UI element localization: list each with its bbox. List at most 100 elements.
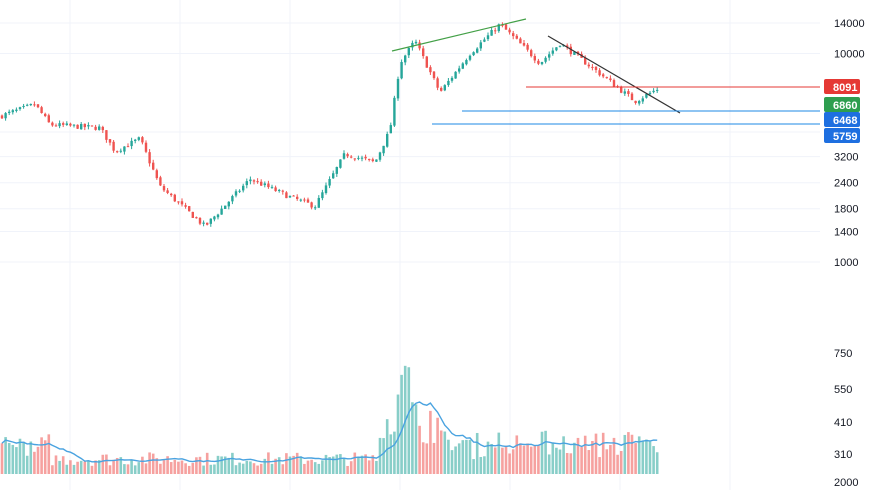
volume-bar (389, 434, 393, 474)
volume-bar (418, 425, 421, 474)
volume-bar (310, 459, 313, 474)
volume-bar (36, 446, 40, 474)
volume-tick-label: 550 (834, 384, 852, 396)
candle-body (346, 154, 349, 157)
candle-body (411, 42, 414, 48)
volume-bar (303, 463, 306, 474)
volume-bar (252, 463, 256, 474)
candle-body (238, 190, 241, 192)
price-tag-label: 8091 (833, 82, 857, 94)
volume-bar (414, 404, 418, 474)
volume-bar (7, 442, 11, 474)
candle-body (375, 159, 378, 162)
candle-body (486, 35, 490, 40)
volume-bar (472, 459, 475, 474)
candle-body (627, 91, 630, 94)
price-tags: 8091 6860 6468 5759 (824, 79, 860, 143)
candle-body (555, 47, 558, 51)
volume-bar (0, 443, 4, 474)
volume-bar (105, 454, 108, 474)
candle-body (630, 93, 634, 101)
candle-body (216, 214, 220, 218)
candle-body (540, 62, 544, 65)
grid (0, 0, 820, 490)
volume-bar (601, 432, 605, 474)
top-trendline (391, 18, 527, 52)
candle-body (292, 195, 295, 197)
volume-bar (645, 439, 648, 474)
volume-bar (655, 452, 659, 474)
candle-body (490, 29, 493, 36)
candle-body (569, 46, 572, 55)
volume-bar (87, 460, 90, 474)
candle-body (173, 194, 176, 202)
volume-bar (555, 447, 558, 474)
price-tick-label: 14000 (834, 18, 865, 30)
candle-body (119, 150, 122, 152)
volume-bar (508, 453, 511, 474)
candle-body (130, 140, 133, 147)
volume-ma-line (1, 401, 658, 463)
candle-body (98, 126, 101, 130)
candle-body (483, 39, 486, 42)
volume-bar (97, 460, 101, 474)
candle-body (479, 42, 482, 49)
candle-body (407, 47, 410, 56)
volume-bar (627, 432, 630, 474)
candle-body (134, 139, 137, 141)
candle-body (609, 78, 612, 81)
volume-bar (43, 440, 47, 474)
candle-body (105, 130, 108, 140)
volume-bar (101, 454, 105, 474)
price-tick-label: 2400 (834, 178, 858, 190)
candle-body (519, 38, 522, 44)
candle-body (159, 177, 162, 186)
candle-body (645, 94, 648, 98)
volume-bar (69, 460, 72, 474)
candle-body (155, 170, 158, 179)
candle-body (414, 41, 418, 44)
candle-body (224, 205, 227, 209)
volume-bar (573, 442, 576, 474)
volume-bar (648, 441, 652, 474)
volume-bar (580, 447, 583, 474)
volume-bar (4, 437, 7, 474)
volume-bar (220, 456, 223, 474)
volume-bar (515, 435, 519, 474)
volume-bar (65, 464, 69, 474)
volume-bar (169, 462, 173, 474)
candle-body (18, 107, 22, 110)
candle-body (465, 60, 468, 65)
volume-bar (551, 443, 555, 474)
candle-body (497, 24, 500, 32)
volume-bar (155, 458, 159, 474)
candle-body (429, 67, 432, 73)
candle-body (144, 142, 148, 152)
volume-bar (634, 443, 637, 474)
volume-bar (137, 462, 141, 474)
candle-body (0, 115, 4, 119)
candle-body (324, 185, 328, 194)
candle-body (285, 192, 288, 199)
candle-body (425, 56, 428, 68)
volume-bar (15, 447, 18, 474)
candle-body (522, 43, 526, 46)
candle-body (389, 125, 392, 134)
candle-body (504, 24, 508, 30)
candle-body (152, 162, 155, 170)
candle-body (422, 48, 425, 57)
volume-bar (173, 459, 177, 474)
volume-bar (483, 456, 486, 474)
candle-body (306, 199, 310, 203)
candle-body (461, 63, 464, 69)
volume-bar (540, 431, 544, 474)
candle-body (26, 104, 29, 106)
volume-bar (461, 440, 465, 474)
candle-body (494, 30, 497, 32)
price-tick-label: 10000 (834, 48, 865, 60)
volume-bar (159, 463, 162, 474)
candle-body (22, 105, 25, 107)
volume-bar (202, 465, 205, 474)
